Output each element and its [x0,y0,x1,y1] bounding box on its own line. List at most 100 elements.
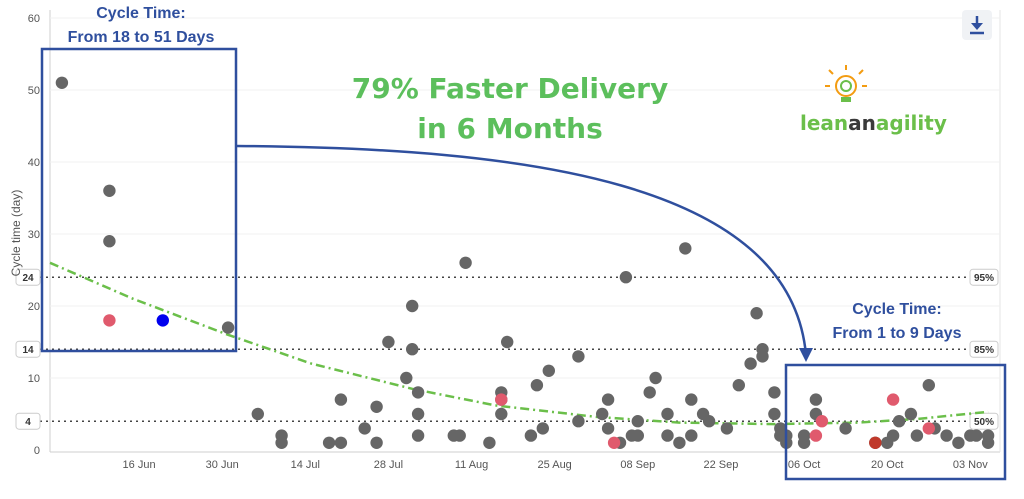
data-point [322,436,336,449]
data-point [501,335,514,349]
after-highlight-box [784,363,1007,481]
data-point [720,422,734,435]
after-range: From 1 to 9 Days [833,325,962,342]
percentile-value-badge [15,268,41,286]
before-title: Cycle Time: [96,5,186,22]
arrow-head [799,348,813,362]
percentile-tag-label: 95% [974,273,994,284]
data-point [459,256,472,269]
y-tick-label: 30 [28,229,40,241]
x-tick-label: 28 Jul [374,459,403,471]
data-point [530,379,544,392]
data-point [400,371,413,385]
y-tick-label: 60 [28,13,40,25]
data-point [536,422,549,435]
data-points [55,76,995,449]
data-point [411,386,425,399]
percentile-value-badge [15,340,41,358]
percentile-value-badge [15,412,41,430]
download-button[interactable] [962,10,992,40]
data-point [103,184,116,197]
percentile-lines: 24 95% 14 85% 4 50% [15,268,999,430]
data-point [370,400,383,413]
data-point [495,407,508,421]
data-point [221,321,235,334]
x-tick-label: 14 Jul [291,459,320,471]
svg-text:leananagility: leananagility [800,111,947,135]
data-point [869,436,882,449]
data-point [702,415,716,428]
x-tick-label: 20 Oct [871,459,903,471]
data-point [815,415,829,428]
data-point [607,436,621,449]
data-point [750,307,763,320]
data-point [685,429,698,442]
data-point [910,429,924,442]
data-point [922,379,935,392]
percentile-tag-badge [969,340,999,358]
data-point [839,422,852,435]
data-point [453,429,466,442]
x-tick-label: 03 Nov [953,459,988,471]
x-tick-label: 06 Oct [788,459,820,471]
headline-line-2: in 6 Months [417,112,603,145]
data-point [732,379,745,392]
data-point [809,429,823,442]
data-point [756,350,769,363]
data-point [631,415,644,428]
percentile-value-label: 14 [22,345,34,356]
data-point [251,407,264,421]
gridlines [50,17,1000,379]
data-point [542,364,555,377]
x-tick-label: 11 Aug [455,459,488,471]
data-point [619,271,633,284]
data-point [649,371,662,385]
percentile-value-label: 24 [22,273,34,284]
data-point [406,299,419,313]
y-axis-label: Cycle time (day) [9,190,23,277]
data-point [679,242,692,255]
data-point [940,429,953,442]
after-title: Cycle Time: [852,301,942,318]
data-point [673,436,686,449]
data-point [661,429,674,442]
before-highlight-box [40,47,238,353]
download-icon [970,16,984,35]
x-tick-label: 30 Jun [206,459,239,471]
y-tick-labels: 0 10 20 30 40 50 60 [28,13,40,457]
headline-line-1: 79% Faster Delivery [352,72,668,105]
y-tick-label: 0 [34,445,40,457]
y-tick-label: 50 [28,85,40,97]
improvement-arrow [236,144,808,356]
leanagility-logo: leananagility [800,65,947,135]
percentile-tag-badge [969,268,999,286]
data-point [55,76,69,90]
data-point [661,407,674,421]
data-point [643,386,656,399]
data-point [524,429,538,442]
data-point [382,335,395,349]
brand-an: an [848,111,876,135]
data-point [596,407,609,421]
data-point [156,314,169,327]
data-point [572,350,585,363]
data-point [744,357,757,370]
data-point [406,343,419,356]
data-point [886,393,900,406]
data-point [970,429,983,442]
data-point [768,407,781,421]
data-point [981,436,995,449]
data-point [631,429,644,442]
data-point [483,436,496,449]
data-point [952,436,965,449]
trend-line [49,261,989,426]
data-point [411,407,425,421]
x-tick-label: 25 Aug [538,459,572,471]
data-point [370,436,383,449]
data-point [904,407,918,421]
data-point [572,415,585,428]
data-point [922,422,935,435]
data-point [809,393,823,406]
percentile-value-label: 4 [25,417,31,428]
